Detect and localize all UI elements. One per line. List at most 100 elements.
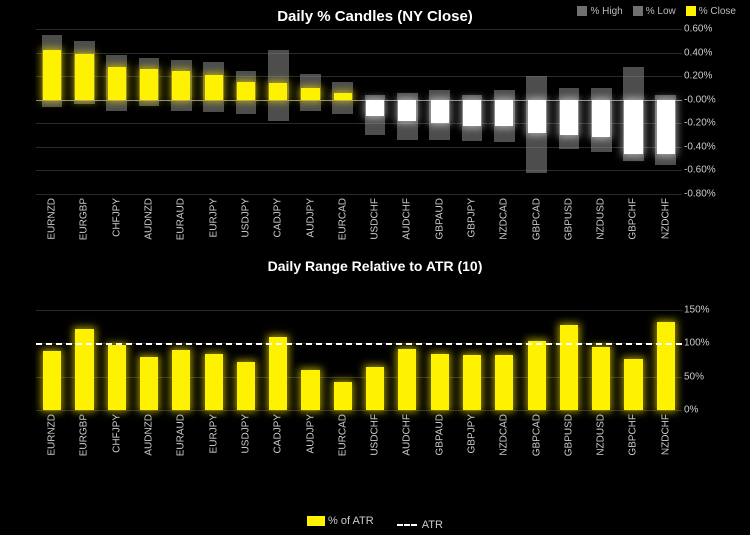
- chart1-x-label: EURAUD: [176, 198, 187, 240]
- atr-bar: [560, 325, 578, 410]
- atr-bar: [657, 322, 675, 410]
- chart2-bar-slot: [262, 310, 294, 410]
- legend-top: % High % Low % Close: [577, 6, 736, 17]
- chart1-bar-slot: [488, 29, 520, 194]
- chart2-x-label: GBPCAD: [531, 414, 542, 456]
- chart1-bar-slot: [359, 29, 391, 194]
- chart2-bar-slot: [585, 310, 617, 410]
- swatch-low: [633, 6, 643, 16]
- chart1-bar-slot: [391, 29, 423, 194]
- chart2-bar-slot: [36, 310, 68, 410]
- chart1-x-label: USDJPY: [240, 198, 251, 237]
- chart1-x-label: GBPUSD: [563, 198, 574, 240]
- close-bar: [528, 100, 546, 133]
- swatch-close: [686, 6, 696, 16]
- atr-bar: [140, 357, 158, 410]
- chart2-x-label: USDCHF: [370, 414, 381, 456]
- atr-bar: [528, 341, 546, 410]
- chart1-ytick: 0.60%: [684, 24, 732, 35]
- atr-ref-line: [36, 343, 682, 345]
- legend-atr-bar-label: % of ATR: [328, 515, 374, 527]
- swatch-atr-bar: [307, 516, 325, 526]
- chart2-x-label: CADJPY: [273, 414, 284, 453]
- close-bar: [334, 93, 352, 100]
- chart2-x-label: AUDNZD: [144, 414, 155, 456]
- chart1-bar-slot: [230, 29, 262, 194]
- atr-bar: [495, 355, 513, 410]
- chart2-bar-slot: [553, 310, 585, 410]
- chart2-bar-slot: [359, 310, 391, 410]
- atr-bar: [108, 345, 126, 410]
- chart2-bar-slot: [101, 310, 133, 410]
- close-bar: [108, 67, 126, 100]
- chart2-bar-slot: [294, 310, 326, 410]
- atr-bar: [334, 382, 352, 410]
- chart1-x-label: GBPAUD: [434, 198, 445, 240]
- chart1-x-label: NZDUSD: [596, 198, 607, 240]
- close-bar: [657, 100, 675, 154]
- chart1-x-label: NZDCAD: [499, 198, 510, 240]
- chart1-ytick: -0.00%: [684, 94, 732, 105]
- chart2-x-label: AUDJPY: [305, 414, 316, 453]
- chart1-x-label: GBPCAD: [531, 198, 542, 240]
- chart1-x-label: CADJPY: [273, 198, 284, 237]
- chart1-ytick: 0.20%: [684, 71, 732, 82]
- chart2-x-label: EURGBP: [79, 414, 90, 456]
- legend-high-label: % High: [590, 6, 622, 17]
- swatch-high: [577, 6, 587, 16]
- chart2-bar-slot: [68, 310, 100, 410]
- atr-bar: [75, 329, 93, 410]
- chart2-x-label: GBPAUD: [434, 414, 445, 456]
- chart1-ytick: -0.60%: [684, 165, 732, 176]
- close-bar: [75, 54, 93, 100]
- chart1-bar-slot: [262, 29, 294, 194]
- chart1-bar-slot: [165, 29, 197, 194]
- close-bar: [237, 82, 255, 100]
- chart1-bar-slot: [294, 29, 326, 194]
- chart1-ytick: -0.20%: [684, 118, 732, 129]
- chart2-ytick: 0%: [684, 405, 732, 416]
- atr-bar: [172, 350, 190, 410]
- close-bar: [495, 100, 513, 126]
- chart1-bar-slot: [650, 29, 682, 194]
- close-bar: [398, 100, 416, 121]
- chart1-bar-slot: [327, 29, 359, 194]
- close-bar: [463, 100, 481, 126]
- chart1-bar-slot: [68, 29, 100, 194]
- chart2-x-label: CHFJPY: [111, 414, 122, 453]
- chart1-bar-slot: [456, 29, 488, 194]
- chart1-bar-slot: [101, 29, 133, 194]
- chart2-x-label: AUDCHF: [402, 414, 413, 456]
- chart2-x-label: GBPCHF: [628, 414, 639, 456]
- chart2-bar-slot: [391, 310, 423, 410]
- close-bar: [431, 100, 449, 124]
- chart2-x-label: NZDCHF: [660, 414, 671, 455]
- close-bar: [140, 69, 158, 100]
- chart2-x-label: GBPJPY: [467, 414, 478, 453]
- atr-bar: [205, 354, 223, 410]
- chart1-ytick: -0.40%: [684, 141, 732, 152]
- legend-close-label: % Close: [699, 6, 736, 17]
- close-bar: [269, 83, 287, 100]
- close-bar: [43, 50, 61, 100]
- close-bar: [172, 71, 190, 99]
- legend-bottom: % of ATR ATR: [0, 515, 750, 531]
- chart1-bar-slot: [520, 29, 552, 194]
- chart2-bar-slot: [617, 310, 649, 410]
- close-bar: [592, 100, 610, 138]
- atr-bar: [431, 354, 449, 410]
- close-bar: [301, 88, 319, 100]
- chart1-bar-slot: [424, 29, 456, 194]
- chart1-x-label: EURCAD: [337, 198, 348, 240]
- chart2-bar-slot: [650, 310, 682, 410]
- legend-low-label: % Low: [646, 6, 676, 17]
- close-bar: [624, 100, 642, 154]
- atr-bar: [269, 337, 287, 410]
- atr-bar: [301, 370, 319, 410]
- chart2-bar-slot: [456, 310, 488, 410]
- chart1-x-label: AUDCHF: [402, 198, 413, 240]
- chart1-bar-slot: [36, 29, 68, 194]
- chart2-ytick: 150%: [684, 305, 732, 316]
- chart1-ytick: -0.80%: [684, 189, 732, 200]
- chart1: 0.60%0.40%0.20%-0.00%-0.20%-0.40%-0.60%-…: [12, 29, 738, 254]
